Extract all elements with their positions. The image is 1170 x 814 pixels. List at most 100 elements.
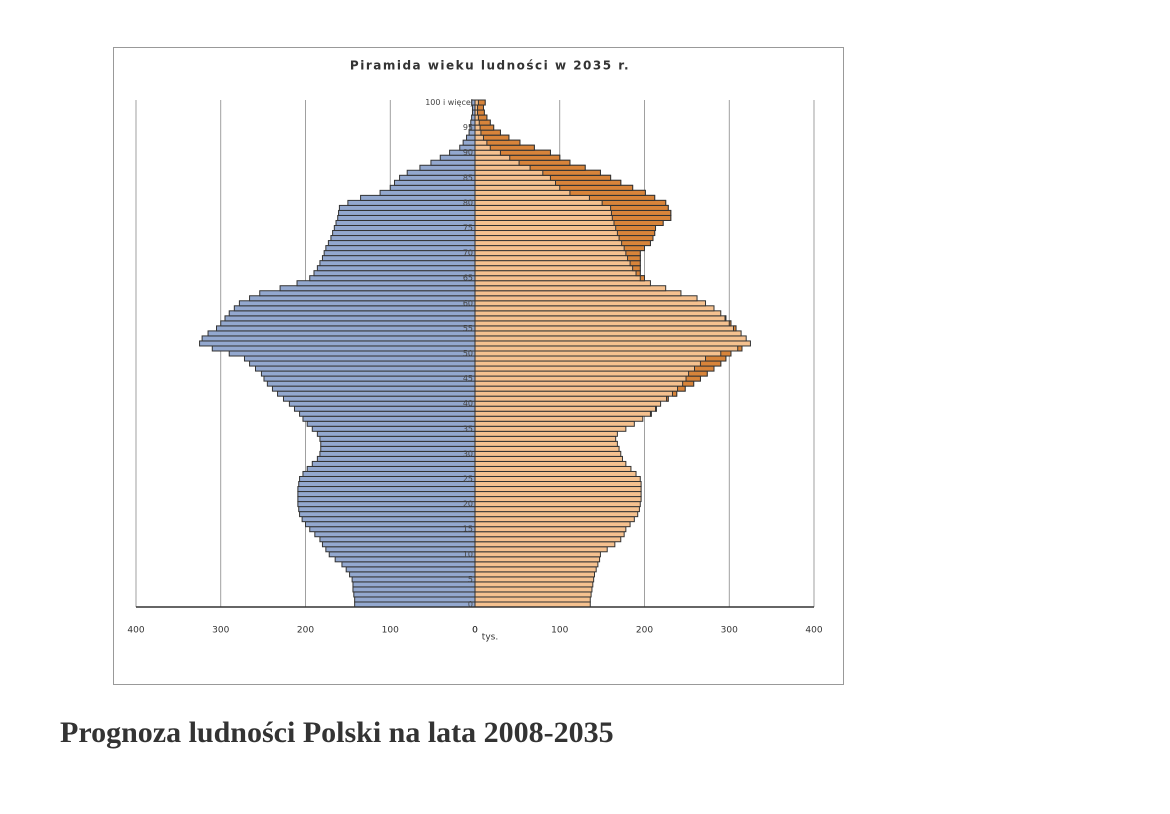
male-bar xyxy=(462,139,476,146)
female-excess xyxy=(477,109,485,116)
female-excess xyxy=(613,219,664,226)
male-bar xyxy=(316,265,476,272)
male-bar xyxy=(351,576,476,583)
male-bar xyxy=(337,214,476,221)
male-bar xyxy=(238,300,476,307)
female-bar xyxy=(474,355,727,362)
female-bar xyxy=(474,295,698,302)
male-bar xyxy=(309,275,476,282)
female-excess xyxy=(486,139,521,146)
male-bar xyxy=(321,541,476,548)
female-bar xyxy=(474,245,645,252)
male-bar xyxy=(319,260,476,267)
male-bar xyxy=(228,350,476,357)
y-tick-label: 20 xyxy=(463,500,473,509)
female-bar xyxy=(474,491,642,498)
female-excess xyxy=(542,169,601,176)
female-excess xyxy=(685,375,701,382)
y-tick-label: 25 xyxy=(463,474,473,483)
x-tick-label: 300 xyxy=(212,626,229,636)
female-bar xyxy=(474,410,652,417)
female-excess xyxy=(737,345,743,352)
male-bar xyxy=(254,365,476,372)
female-bar xyxy=(474,260,641,267)
female-excess xyxy=(509,154,561,161)
x-tick-label: 300 xyxy=(721,626,738,636)
female-excess xyxy=(479,124,495,131)
male-bar xyxy=(316,455,476,462)
female-bar xyxy=(474,395,669,402)
female-bar xyxy=(474,415,644,422)
male-bar xyxy=(277,390,476,397)
female-bar xyxy=(474,486,642,493)
female-bar xyxy=(474,375,701,382)
y-tick-label: 5 xyxy=(468,575,473,584)
male-bar xyxy=(319,536,476,543)
female-bar xyxy=(474,255,641,262)
male-bar xyxy=(354,596,476,603)
male-bar xyxy=(298,506,476,513)
female-bar xyxy=(474,556,601,563)
female-bar xyxy=(474,596,591,603)
female-excess xyxy=(618,235,654,242)
y-tick-label: 30 xyxy=(463,449,473,458)
female-bar xyxy=(474,470,637,477)
y-tick-label: 0 xyxy=(468,600,473,609)
female-excess xyxy=(616,230,656,237)
x-tick-label: 100 xyxy=(382,626,399,636)
x-tick-label: 100 xyxy=(551,626,568,636)
female-excess xyxy=(569,189,646,196)
female-excess xyxy=(518,159,571,166)
y-tick-label: 85 xyxy=(463,173,473,182)
male-bar xyxy=(335,219,476,226)
female-excess xyxy=(621,240,651,247)
male-bar xyxy=(293,405,476,412)
female-bar xyxy=(474,435,617,442)
female-bar xyxy=(474,360,722,367)
female-bar xyxy=(474,450,622,457)
female-excess xyxy=(477,104,484,111)
male-bar xyxy=(327,240,476,247)
female-excess xyxy=(728,320,732,327)
female-bar xyxy=(474,420,635,427)
female-bar xyxy=(474,566,597,573)
female-excess xyxy=(549,174,612,181)
male-bar xyxy=(228,310,476,317)
male-bar xyxy=(430,159,476,166)
female-bar xyxy=(474,330,742,337)
female-excess xyxy=(555,179,622,186)
female-excess xyxy=(635,270,641,277)
y-tick-label: 90 xyxy=(463,148,473,157)
y-tick-label: 60 xyxy=(463,299,473,308)
male-bar xyxy=(297,496,476,503)
female-excess xyxy=(482,134,510,141)
female-excess xyxy=(677,385,686,392)
male-bar xyxy=(328,551,476,558)
female-bar xyxy=(474,536,622,543)
male-bar xyxy=(260,370,476,377)
female-excess xyxy=(477,114,488,121)
female-bar xyxy=(474,280,651,287)
x-tick-label: 0 xyxy=(472,626,478,636)
male-bar xyxy=(347,199,476,206)
female-excess xyxy=(694,365,715,372)
x-tick-label: 400 xyxy=(805,626,822,636)
female-bar xyxy=(474,400,662,407)
x-tick-label: 200 xyxy=(297,626,314,636)
female-excess xyxy=(699,360,722,367)
female-bar xyxy=(474,465,632,472)
male-bar xyxy=(313,270,476,277)
y-tick-label: 95 xyxy=(463,123,473,132)
male-bar xyxy=(332,230,476,237)
female-bar xyxy=(474,551,601,558)
male-bar xyxy=(466,134,476,141)
male-bar xyxy=(305,521,476,528)
female-bar xyxy=(474,526,627,533)
female-bar xyxy=(474,475,641,483)
female-excess xyxy=(499,149,551,156)
female-bar xyxy=(474,581,594,588)
female-bar xyxy=(474,320,732,327)
x-tick-label: 200 xyxy=(636,626,653,636)
